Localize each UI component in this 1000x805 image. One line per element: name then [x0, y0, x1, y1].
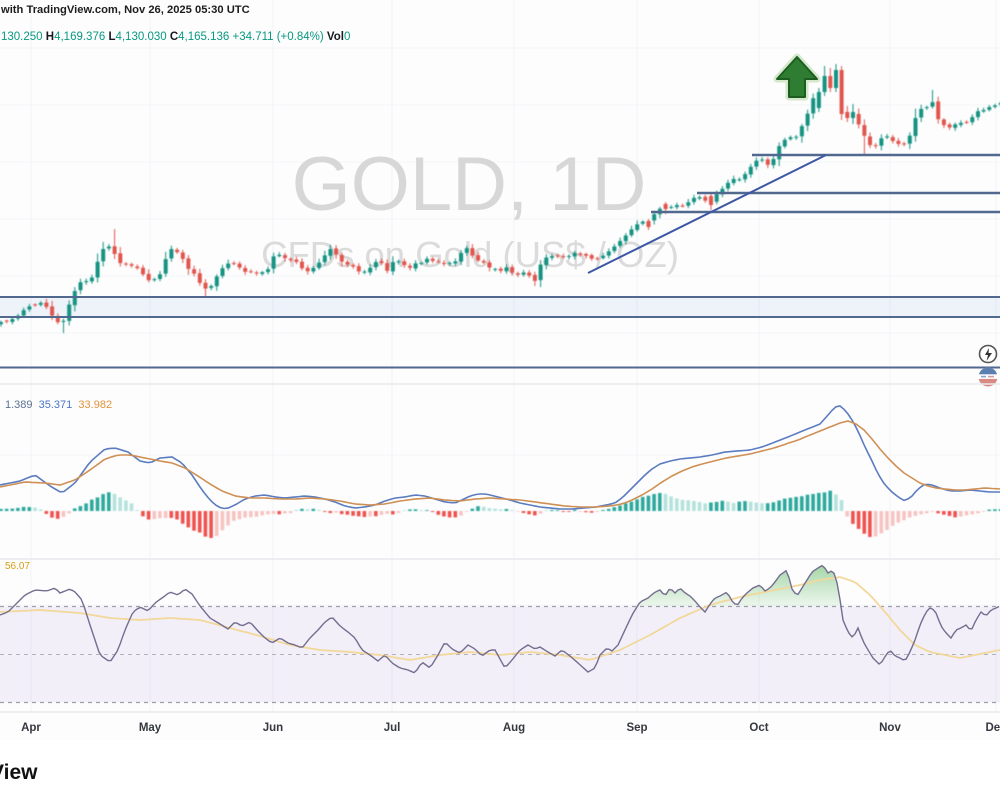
svg-text:Oct: Oct [749, 722, 768, 734]
svg-text:130.250 H4,169.376 L4,130.030: 130.250 H4,169.376 L4,130.030 C4,165.136… [1, 31, 350, 43]
svg-text:Aug: Aug [503, 722, 525, 734]
svg-text:May: May [139, 722, 162, 734]
svg-text:Sep: Sep [626, 722, 647, 734]
svg-text:Apr: Apr [21, 722, 41, 734]
svg-text:1.389 35.371 33.982: 1.389 35.371 33.982 [5, 399, 112, 411]
svg-text:CFDs on Gold (US$ / OZ): CFDs on Gold (US$ / OZ) [261, 234, 679, 275]
svg-text:Jul: Jul [384, 722, 401, 734]
svg-text:Nov: Nov [879, 722, 901, 734]
svg-text:View: View [0, 761, 38, 784]
svg-text:GOLD, 1D: GOLD, 1D [292, 142, 647, 227]
svg-text:Dec: Dec [985, 722, 1000, 734]
svg-text:56.07: 56.07 [5, 561, 30, 572]
svg-text:Jun: Jun [263, 722, 283, 734]
svg-text:with TradingView.com, Nov 26,: with TradingView.com, Nov 26, 2025 05:30… [0, 4, 250, 16]
